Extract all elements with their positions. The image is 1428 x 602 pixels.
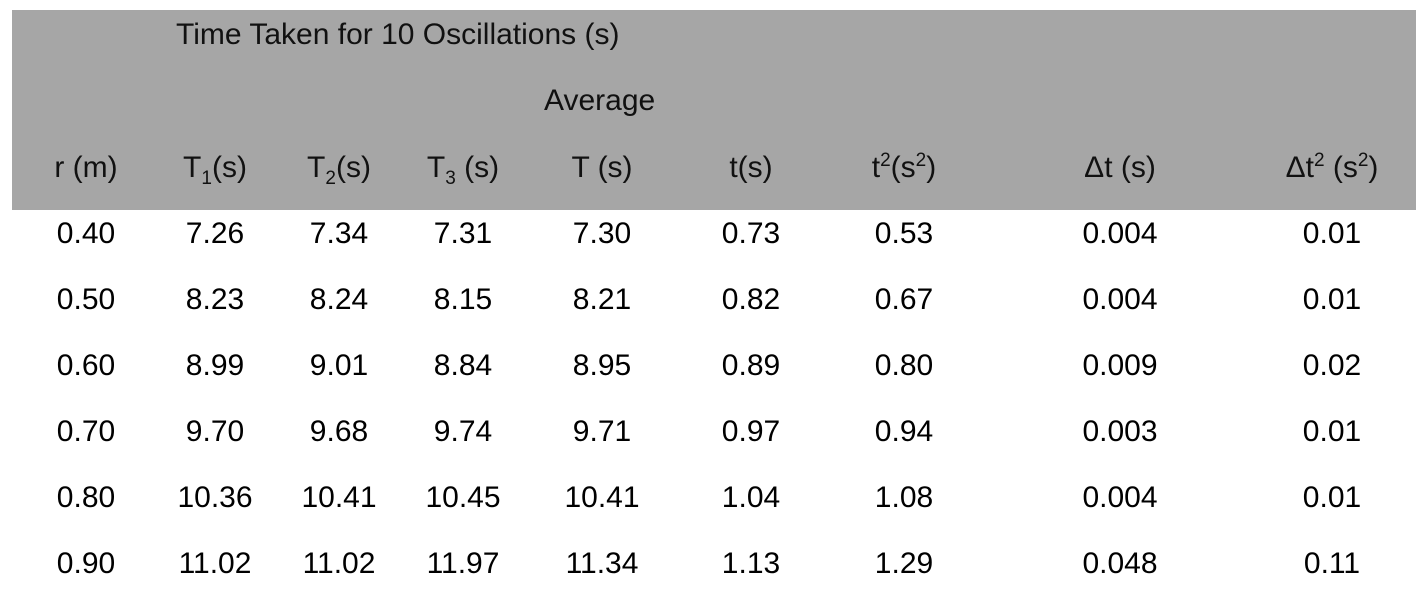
table-cell: 0.11 bbox=[1303, 547, 1361, 580]
table-cell: 0.80 bbox=[874, 349, 934, 382]
table-cell: 0.01 bbox=[1302, 283, 1362, 316]
table-cell: 8.95 bbox=[572, 349, 632, 382]
table-cell: 1.04 bbox=[721, 481, 781, 514]
table-cell: 10.41 bbox=[564, 481, 640, 514]
table-cell: 7.31 bbox=[433, 217, 493, 250]
table-cell: 0.89 bbox=[721, 349, 781, 382]
average-label: Average bbox=[544, 84, 656, 117]
table-cell: 0.73 bbox=[721, 217, 781, 250]
table-cell: 9.68 bbox=[309, 415, 369, 448]
table-cell: 0.004 bbox=[1082, 481, 1158, 514]
table-cell: 0.80 bbox=[56, 481, 116, 514]
table-cell: 0.70 bbox=[56, 415, 116, 448]
table-cell: 0.53 bbox=[874, 217, 934, 250]
table-cell: 0.90 bbox=[56, 547, 116, 580]
table-cell: 0.97 bbox=[721, 415, 781, 448]
table-cell: 0.01 bbox=[1302, 481, 1362, 514]
table-cell: 0.50 bbox=[56, 283, 116, 316]
table-cell: 1.13 bbox=[721, 547, 781, 580]
table-cell: 7.34 bbox=[309, 217, 369, 250]
table-cell: 0.004 bbox=[1082, 283, 1158, 316]
table-cell: 0.60 bbox=[56, 349, 116, 382]
table-cell: 0.67 bbox=[874, 283, 934, 316]
table-cell: 1.08 bbox=[874, 481, 934, 514]
table-header-band bbox=[12, 10, 1416, 210]
table-cell: 7.26 bbox=[185, 217, 245, 250]
table-cell: 10.36 bbox=[177, 481, 253, 514]
header-delta-t: Δt (s) bbox=[1084, 151, 1156, 184]
table-cell: 10.45 bbox=[425, 481, 501, 514]
table-cell: 0.82 bbox=[721, 283, 781, 316]
table-cell: 9.70 bbox=[185, 415, 245, 448]
header-r: r (m) bbox=[54, 151, 118, 184]
header-average-t: T (s) bbox=[571, 151, 633, 184]
table-cell: 0.02 bbox=[1302, 349, 1362, 382]
table-cell: 8.21 bbox=[572, 283, 632, 316]
header-delta-t-squared: Δt2 (s2) bbox=[1285, 150, 1379, 184]
table-cell: 0.003 bbox=[1082, 415, 1158, 448]
time-group-title: Time Taken for 10 Oscillations (s) bbox=[176, 18, 620, 51]
table-cell: 11.02 bbox=[302, 547, 376, 580]
table-cell: 0.009 bbox=[1082, 349, 1158, 382]
table-cell: 9.74 bbox=[433, 415, 493, 448]
header-t3: T3 (s) bbox=[426, 151, 500, 189]
table-cell: 8.99 bbox=[185, 349, 245, 382]
table-cell: 8.24 bbox=[309, 283, 369, 316]
table-cell: 10.41 bbox=[301, 481, 377, 514]
table-cell: 9.71 bbox=[572, 415, 632, 448]
table-cell: 0.004 bbox=[1082, 217, 1158, 250]
table-cell: 0.94 bbox=[874, 415, 934, 448]
table-cell: 7.30 bbox=[572, 217, 632, 250]
table-cell: 0.01 bbox=[1302, 415, 1362, 448]
table-cell: 0.40 bbox=[56, 217, 116, 250]
table-cell: 11.34 bbox=[565, 547, 639, 580]
header-t-squared: t2(s2) bbox=[871, 150, 937, 184]
table-cell: 9.01 bbox=[309, 349, 369, 382]
table-cell: 0.01 bbox=[1302, 217, 1362, 250]
table-cell: 8.84 bbox=[433, 349, 493, 382]
table-cell: 11.02 bbox=[178, 547, 252, 580]
table-cell: 8.23 bbox=[185, 283, 245, 316]
header-t2: T2(s) bbox=[307, 151, 371, 189]
header-t-period: t(s) bbox=[729, 151, 773, 184]
table-cell: 1.29 bbox=[874, 547, 934, 580]
table-cell: 0.048 bbox=[1082, 547, 1158, 580]
header-t1: T1(s) bbox=[183, 151, 247, 189]
table-cell: 11.97 bbox=[426, 547, 500, 580]
table-cell: 8.15 bbox=[433, 283, 493, 316]
